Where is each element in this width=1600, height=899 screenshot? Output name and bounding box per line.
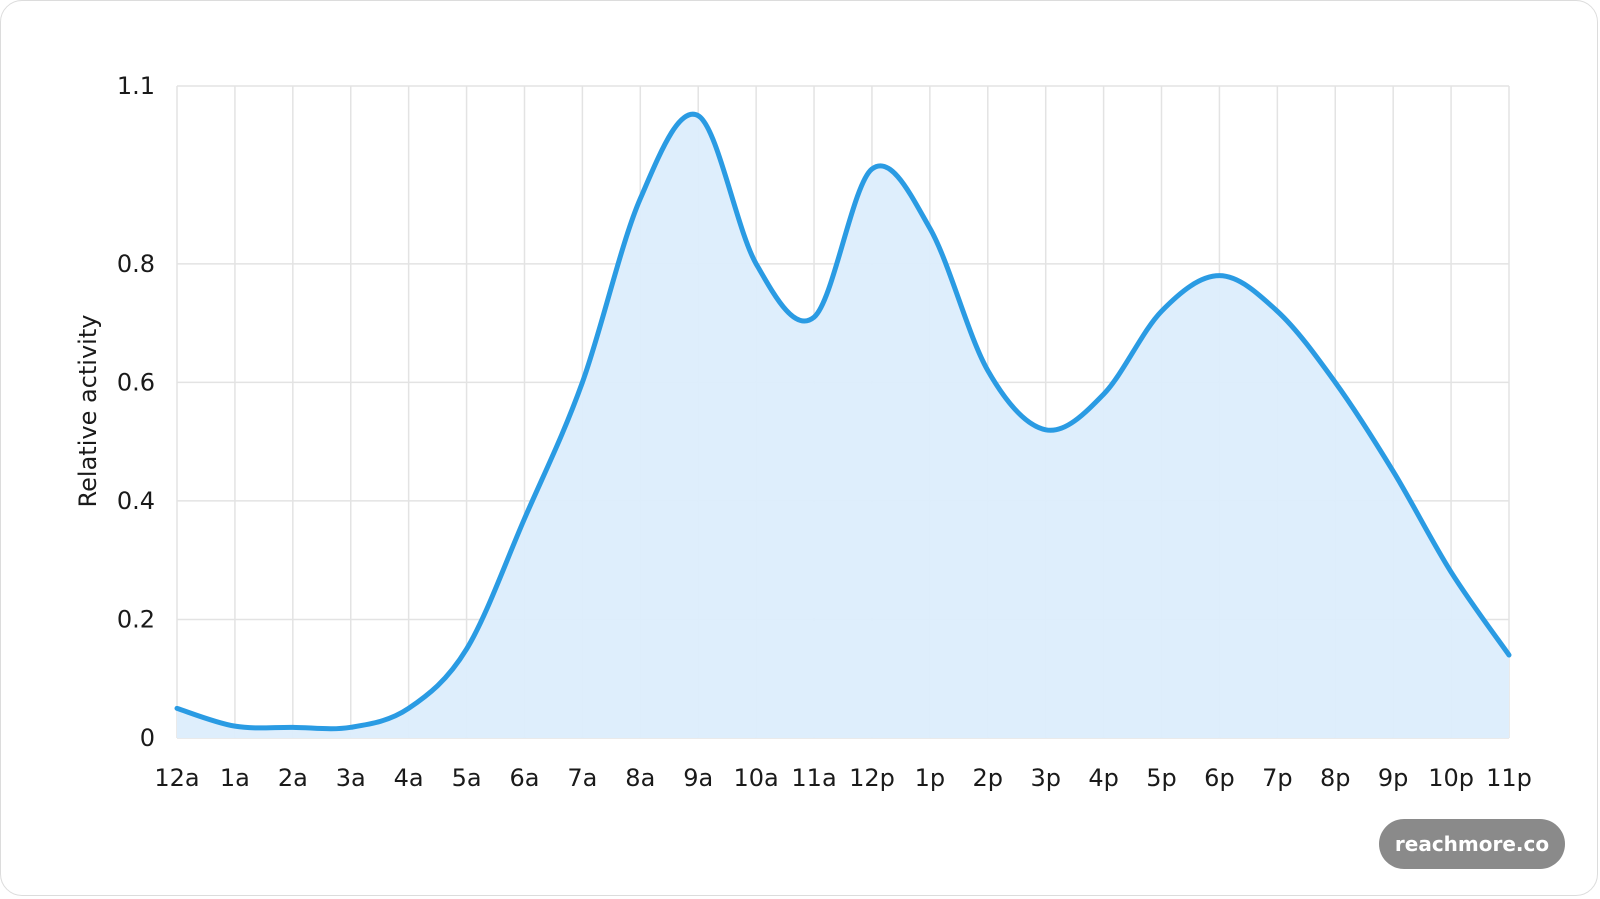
activity-series-line	[174, 111, 1512, 732]
y-tick-label: 0	[140, 724, 155, 752]
data-point	[521, 516, 527, 522]
x-tick-label: 4p	[1088, 764, 1119, 792]
data-point	[406, 705, 412, 711]
data-point	[927, 225, 933, 231]
x-tick-label: 7p	[1262, 764, 1293, 792]
x-tick-label: 8a	[625, 764, 655, 792]
x-tick-label: 2p	[973, 764, 1004, 792]
data-point	[695, 113, 701, 119]
x-tick-label: 6a	[509, 764, 539, 792]
data-point	[464, 646, 470, 652]
x-tick-label: 6p	[1204, 764, 1235, 792]
x-tick-label: 1a	[220, 764, 250, 792]
x-tick-label: 3p	[1030, 764, 1061, 792]
x-tick-label: 7a	[567, 764, 597, 792]
x-tick-label: 4a	[394, 764, 424, 792]
data-point	[1101, 391, 1107, 397]
data-point	[1043, 427, 1049, 433]
data-point	[1506, 652, 1512, 658]
x-tick-label: 9p	[1378, 764, 1409, 792]
x-tick-label: 12a	[154, 764, 199, 792]
y-axis-title: Relative activity	[74, 315, 102, 508]
x-tick-label: 2a	[278, 764, 308, 792]
x-tick-label: 11a	[791, 764, 836, 792]
y-tick-label: 0.6	[117, 368, 155, 396]
x-tick-label: 3a	[336, 764, 366, 792]
data-point	[1390, 468, 1396, 474]
data-point	[637, 196, 643, 202]
y-tick-label: 0.2	[117, 605, 155, 633]
data-point	[232, 723, 238, 729]
x-axis-ticks: 12a 1a 2a 3a 4a 5a 6a 7a 8a 9a 10a 11a 12p 1p 2p 3p 4p 5p…	[154, 764, 1532, 792]
y-tick-label: 1.1	[117, 72, 155, 100]
x-tick-label: 11p	[1486, 764, 1532, 792]
x-tick-label: 8p	[1320, 764, 1351, 792]
data-point	[174, 705, 180, 711]
data-point	[1159, 308, 1165, 314]
activity-area-fill	[177, 114, 1509, 739]
data-point	[348, 724, 354, 730]
data-point	[869, 166, 875, 172]
x-tick-label: 10p	[1428, 764, 1474, 792]
data-point	[290, 724, 296, 730]
y-tick-label: 0.4	[117, 487, 155, 515]
data-point	[753, 261, 759, 267]
x-tick-label: 12p	[849, 764, 895, 792]
x-tick-label: 9a	[683, 764, 713, 792]
data-point	[811, 314, 817, 320]
data-point	[1448, 569, 1454, 575]
x-tick-label: 5a	[452, 764, 482, 792]
x-tick-label: 5p	[1146, 764, 1177, 792]
data-point	[1216, 273, 1222, 279]
y-tick-label: 0.8	[117, 250, 155, 278]
x-tick-label: 10a	[734, 764, 779, 792]
brand-badge[interactable]: reachmore.co	[1379, 819, 1565, 869]
data-point	[1274, 308, 1280, 314]
x-tick-label: 1p	[915, 764, 946, 792]
data-point	[579, 379, 585, 385]
data-point	[985, 368, 991, 374]
y-axis-ticks: 0 0.2 0.4 0.6 0.8 1.1	[117, 72, 155, 752]
data-point	[1332, 379, 1338, 385]
